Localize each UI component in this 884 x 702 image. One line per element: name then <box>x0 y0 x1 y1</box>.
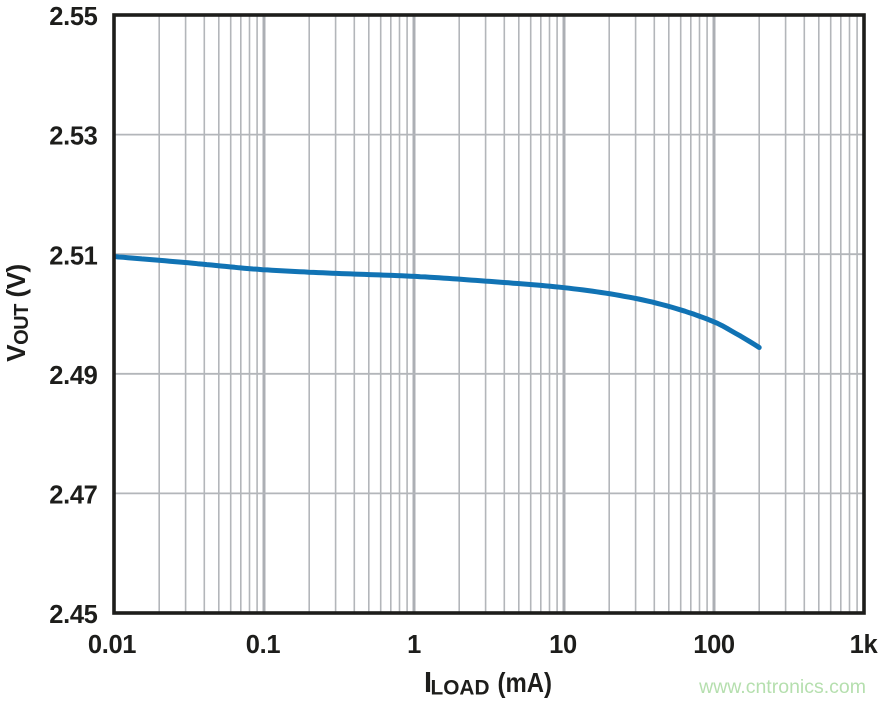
svg-text:2.53: 2.53 <box>49 123 97 151</box>
svg-text:2.55: 2.55 <box>49 3 97 31</box>
svg-text:(mA): (mA) <box>498 667 553 698</box>
svg-text:10: 10 <box>549 631 577 659</box>
svg-text:1: 1 <box>407 631 421 659</box>
svg-text:www.cntronics.com: www.cntronics.com <box>698 676 866 698</box>
svg-text:LOAD: LOAD <box>431 677 490 700</box>
svg-text:2.51: 2.51 <box>49 242 97 270</box>
svg-text:0.01: 0.01 <box>88 631 136 659</box>
svg-text:1k: 1k <box>850 631 879 659</box>
svg-text:2.49: 2.49 <box>49 362 97 390</box>
svg-text:100: 100 <box>693 631 735 659</box>
svg-text:0.1: 0.1 <box>246 631 281 659</box>
svg-text:2.47: 2.47 <box>49 482 97 510</box>
svg-text:I: I <box>424 667 432 699</box>
svg-text:2.45: 2.45 <box>49 601 97 629</box>
